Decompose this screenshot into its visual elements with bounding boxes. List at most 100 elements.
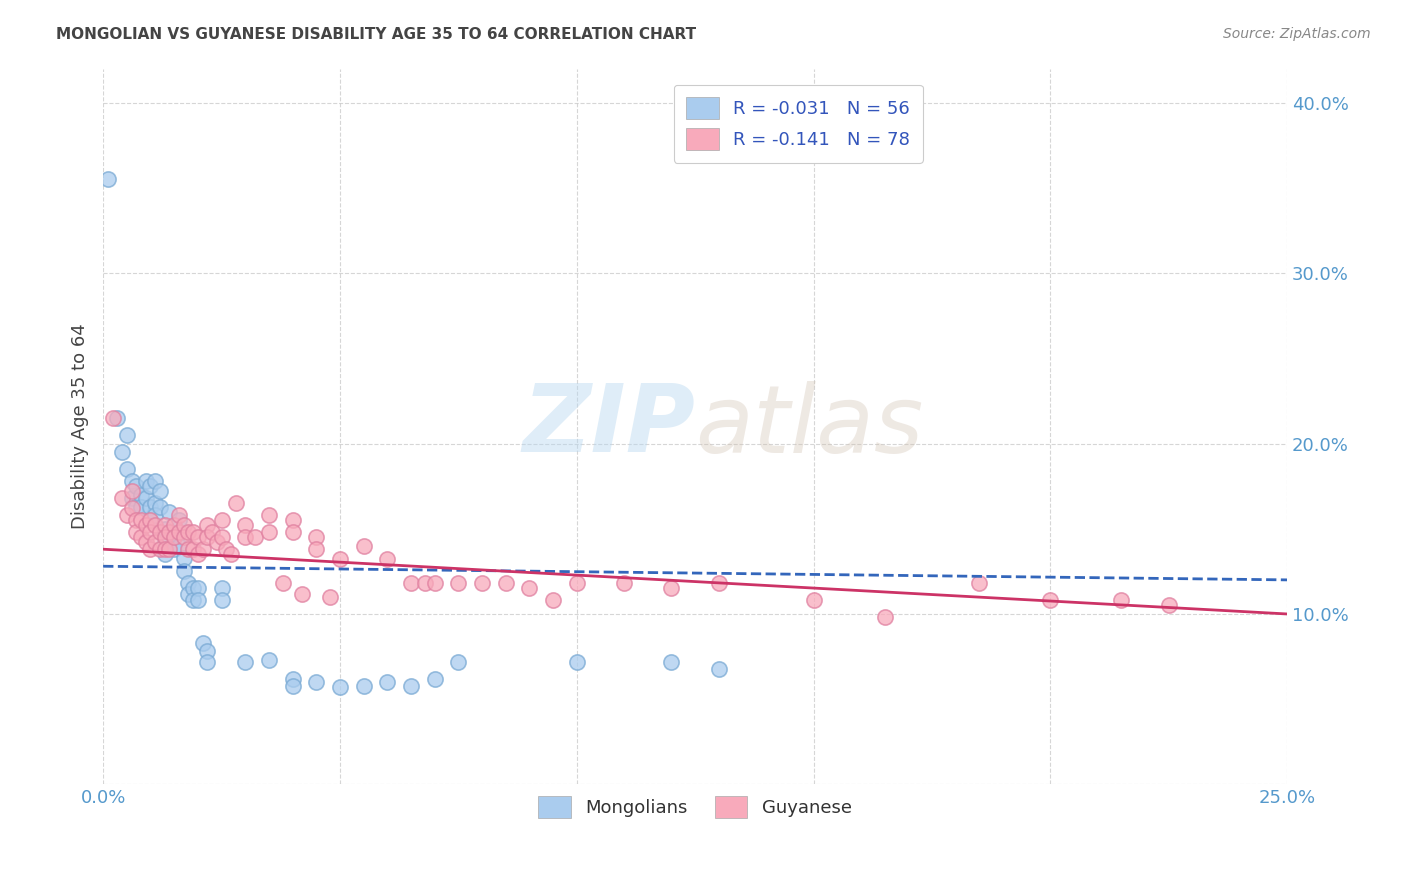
Point [211, 593, 233, 607]
Point [177, 525, 200, 540]
Point [153, 542, 176, 557]
Point [181, 582, 204, 596]
Point [205, 535, 228, 549]
Text: ZIP: ZIP [522, 381, 695, 473]
Point [129, 488, 152, 502]
Point [187, 547, 209, 561]
Point [143, 518, 166, 533]
Point [495, 576, 517, 591]
Point [139, 513, 162, 527]
Point [517, 582, 540, 596]
Point [413, 576, 436, 591]
Point [873, 610, 896, 624]
Point [211, 582, 233, 596]
Point [121, 501, 143, 516]
Point [375, 675, 398, 690]
Y-axis label: Disability Age 35 to 64: Disability Age 35 to 64 [72, 324, 89, 529]
Point [329, 680, 352, 694]
Point [195, 518, 218, 533]
Point [167, 508, 190, 522]
Point [195, 655, 218, 669]
Point [115, 508, 138, 522]
Point [181, 525, 204, 540]
Point [195, 644, 218, 658]
Point [233, 518, 256, 533]
Point [211, 530, 233, 544]
Text: atlas: atlas [695, 381, 924, 472]
Point [281, 525, 304, 540]
Point [353, 679, 375, 693]
Point [447, 655, 470, 669]
Point [111, 491, 134, 505]
Point [305, 530, 328, 544]
Point [319, 590, 342, 604]
Point [153, 533, 176, 548]
Point [143, 496, 166, 510]
Point [97, 172, 120, 186]
Point [353, 539, 375, 553]
Point [399, 679, 422, 693]
Point [159, 542, 181, 557]
Point [281, 679, 304, 693]
Point [129, 500, 152, 514]
Point [181, 542, 204, 557]
Point [257, 508, 280, 522]
Point [281, 513, 304, 527]
Point [125, 513, 148, 527]
Point [191, 636, 214, 650]
Point [215, 542, 238, 557]
Point [149, 500, 172, 514]
Point [125, 500, 148, 514]
Point [177, 542, 200, 557]
Point [257, 653, 280, 667]
Point [181, 593, 204, 607]
Text: MONGOLIAN VS GUYANESE DISABILITY AGE 35 TO 64 CORRELATION CHART: MONGOLIAN VS GUYANESE DISABILITY AGE 35 … [56, 27, 696, 42]
Point [149, 542, 172, 557]
Point [125, 525, 148, 540]
Point [329, 552, 352, 566]
Point [121, 484, 143, 499]
Point [167, 539, 190, 553]
Point [135, 474, 157, 488]
Point [163, 518, 186, 533]
Point [129, 530, 152, 544]
Point [707, 661, 730, 675]
Text: Source: ZipAtlas.com: Source: ZipAtlas.com [1223, 27, 1371, 41]
Point [159, 505, 181, 519]
Point [139, 479, 162, 493]
Point [139, 525, 162, 540]
Point [191, 542, 214, 557]
Point [423, 576, 446, 591]
Point [125, 479, 148, 493]
Point [565, 576, 588, 591]
Point [153, 547, 176, 561]
Point [159, 525, 181, 540]
Point [803, 593, 825, 607]
Point [195, 530, 218, 544]
Point [707, 576, 730, 591]
Point [139, 513, 162, 527]
Point [219, 547, 242, 561]
Point [187, 593, 209, 607]
Point [139, 500, 162, 514]
Point [257, 525, 280, 540]
Point [613, 576, 636, 591]
Point [173, 518, 195, 533]
Point [105, 411, 128, 425]
Point [135, 491, 157, 505]
Legend: Mongolians, Guyanese: Mongolians, Guyanese [531, 789, 859, 825]
Point [233, 530, 256, 544]
Point [115, 462, 138, 476]
Point [177, 576, 200, 591]
Point [173, 550, 195, 565]
Point [225, 496, 247, 510]
Point [167, 513, 190, 527]
Point [447, 576, 470, 591]
Point [149, 484, 172, 499]
Point [101, 411, 124, 425]
Point [135, 535, 157, 549]
Point [121, 491, 143, 505]
Point [1039, 593, 1062, 607]
Point [201, 525, 224, 540]
Point [163, 530, 186, 544]
